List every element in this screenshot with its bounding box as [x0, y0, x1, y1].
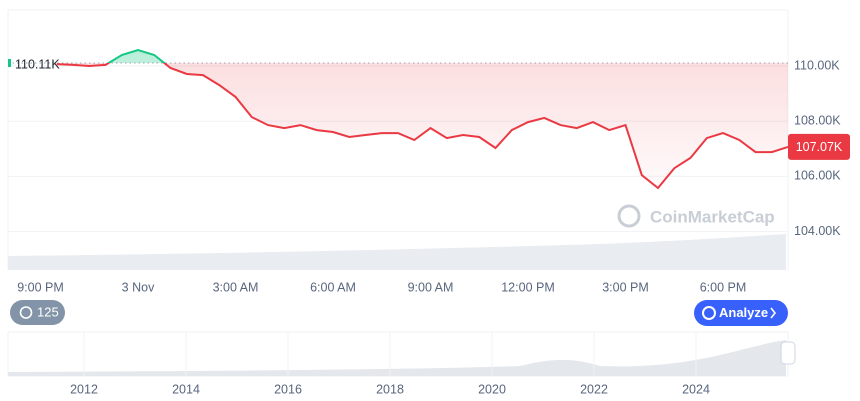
- history-badge-bg[interactable]: [10, 300, 65, 325]
- overview-area: [8, 340, 786, 376]
- x-tick-label: 6:00 AM: [310, 280, 356, 294]
- reference-label: 110.11K: [15, 57, 60, 71]
- x-tick-label: 3:00 PM: [602, 280, 649, 294]
- area-above: [56, 50, 788, 63]
- x-tick-label: 3 Nov: [122, 280, 155, 294]
- history-icon: [19, 306, 33, 319]
- x-tick-label: 9:00 PM: [17, 280, 64, 294]
- analyze-label[interactable]: Analyze: [719, 305, 768, 320]
- y-tick-label: 104.00K: [794, 224, 841, 238]
- x-tick-label: 6:00 PM: [700, 280, 747, 294]
- area-below: [56, 62, 788, 188]
- analyze-bg[interactable]: [694, 300, 788, 326]
- reference-marker: [8, 58, 11, 67]
- x-tick-label: 12:00 PM: [501, 280, 555, 294]
- history-count[interactable]: 125: [37, 304, 59, 319]
- plot: [8, 48, 789, 233]
- overview-year-label: 2014: [172, 382, 200, 396]
- analyze-button[interactable]: Analyze: [694, 300, 788, 326]
- overview-year-label: 2020: [478, 382, 506, 396]
- overview-year-label: 2012: [70, 382, 98, 396]
- volume-area: [8, 234, 786, 270]
- overview-year-label: 2018: [376, 382, 404, 396]
- history-badge[interactable]: 125: [10, 300, 65, 325]
- overview-year-label: 2024: [682, 382, 710, 396]
- analyze-icon: [702, 306, 716, 320]
- current-price-label: 107.07K: [796, 140, 843, 154]
- overview-axis: 2012 2014 2016 2018 2020 2022 2024: [70, 332, 710, 396]
- x-tick-label: 9:00 AM: [408, 280, 454, 294]
- overview-year-label: 2016: [274, 382, 302, 396]
- y-tick-label: 108.00K: [794, 114, 841, 128]
- x-tick-label: 3:00 AM: [213, 280, 259, 294]
- y-tick-label: 110.00K: [794, 58, 840, 72]
- price-line: [56, 62, 789, 190]
- watermark: CoinMarketCap: [650, 207, 775, 226]
- analyze-chevron: [770, 307, 777, 319]
- y-tick-label: 106.00K: [794, 169, 841, 183]
- overview-handle[interactable]: [780, 341, 796, 365]
- watermark-logo: [617, 204, 641, 228]
- current-price-badge: [788, 133, 850, 160]
- overview-year-label: 2022: [580, 382, 608, 396]
